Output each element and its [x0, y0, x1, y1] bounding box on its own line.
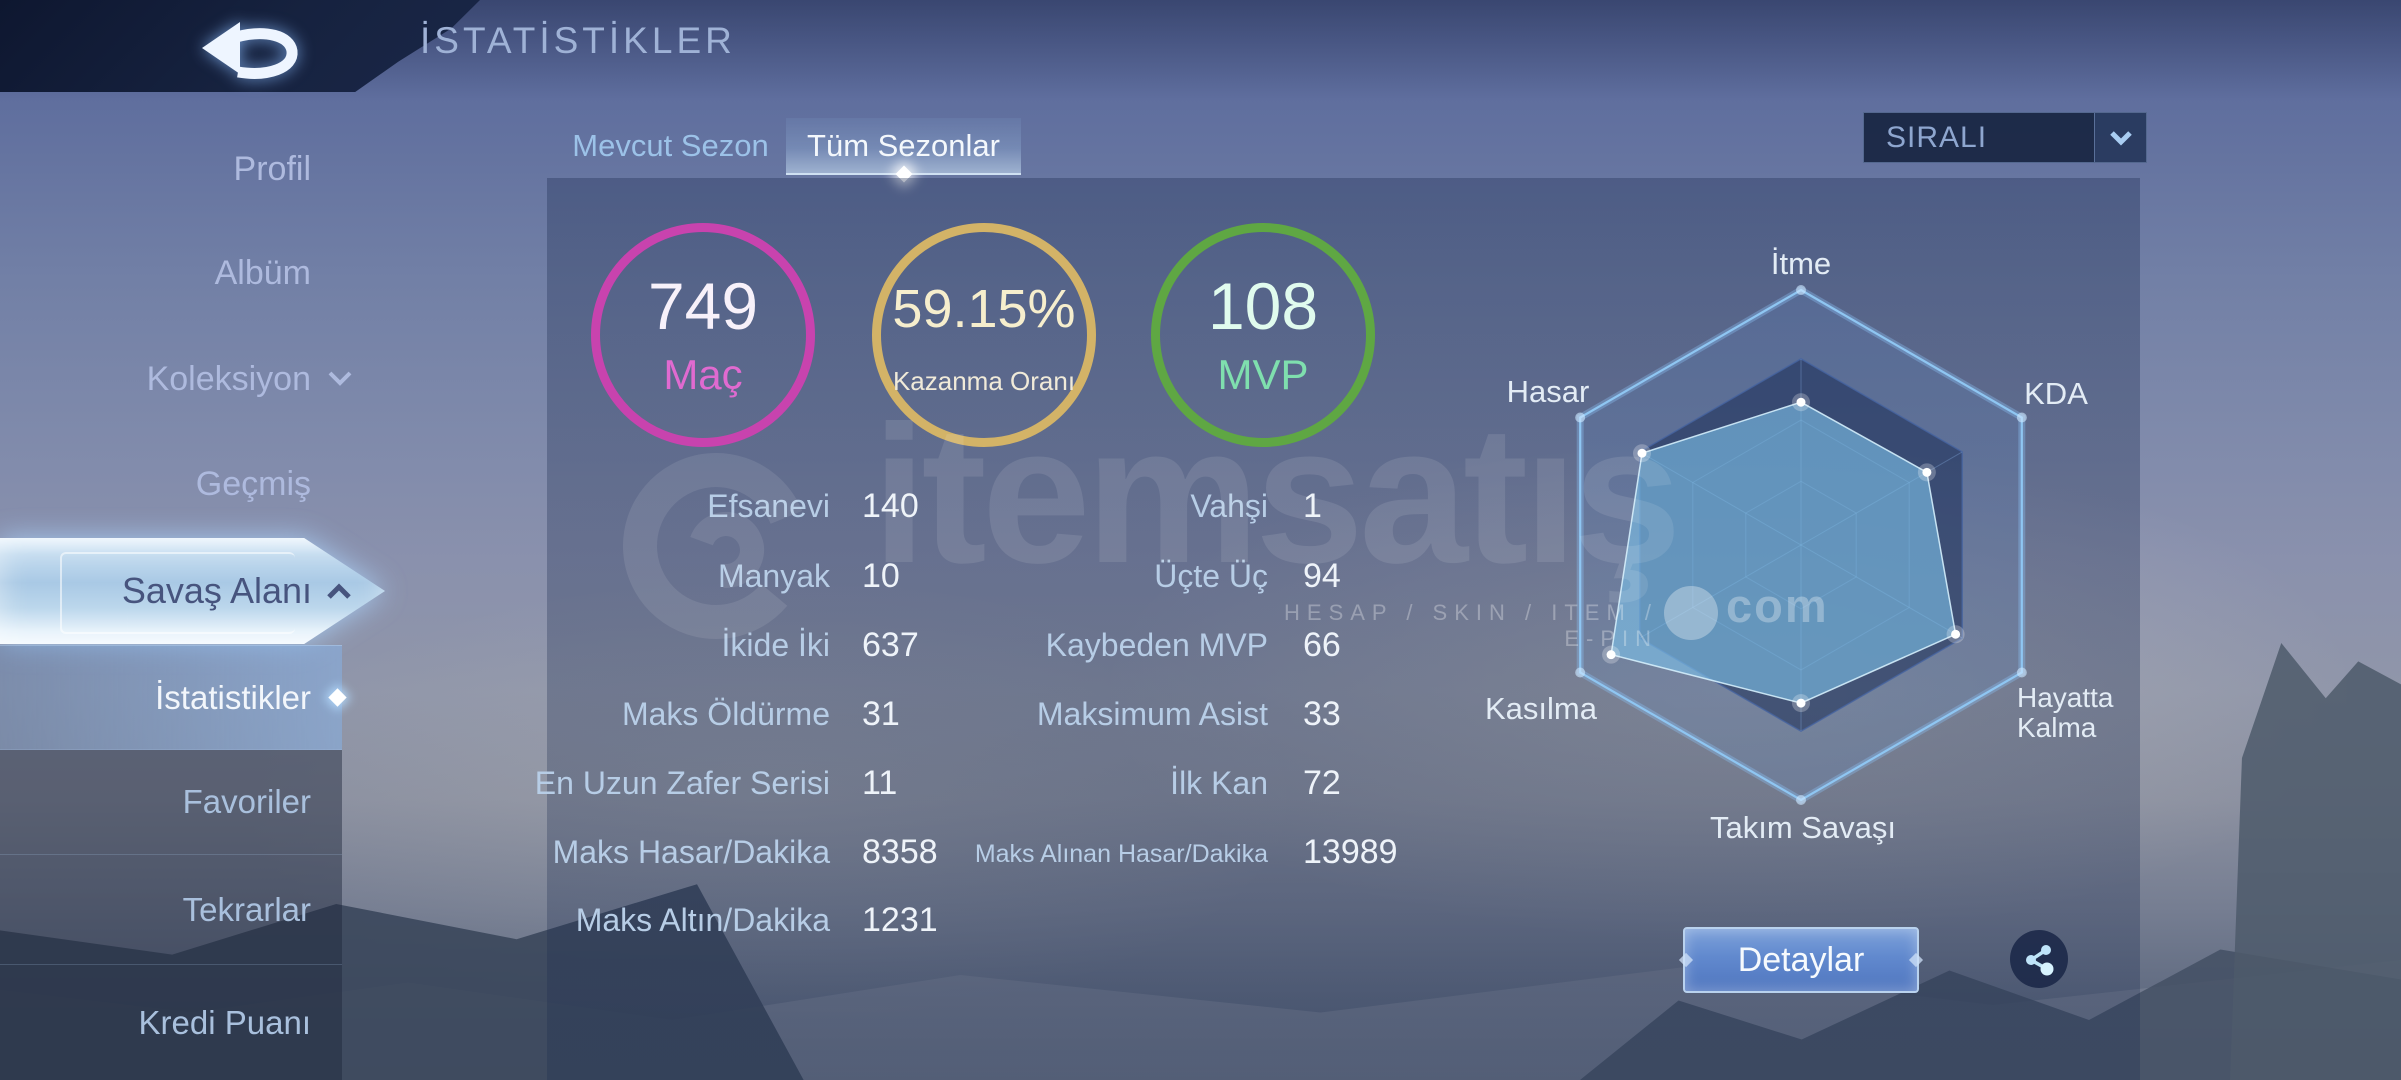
radar-label-hayatta-kalma: Hayatta Kalma [2017, 682, 2114, 743]
sort-dropdown-button[interactable] [2094, 113, 2146, 162]
mvp-circle: 108 MVP [1151, 223, 1375, 447]
banner-inner-outline [60, 552, 295, 634]
subitem-label: İstatistikler [155, 678, 311, 716]
radar-label-kasilma: Kasılma [1485, 691, 1597, 726]
stat-value: 140 [862, 487, 919, 525]
stat-value: 8358 [862, 833, 938, 871]
radar-label-itme: İtme [1770, 246, 1832, 281]
winrate-label: Kazanma Oranı [892, 365, 1076, 396]
banner-label: Savaş Alanı [121, 570, 312, 611]
sidebar-subitem-kredi-puani[interactable]: Kredi Puanı [0, 965, 342, 1080]
sidebar-item-koleksiyon[interactable]: Koleksiyon [146, 360, 311, 398]
sidebar-item-profil[interactable]: Profil [233, 150, 311, 188]
stat-label: Vahşi [1190, 488, 1268, 524]
stat-label: Maks Öldürme [621, 696, 830, 732]
sort-dropdown-value: SIRALI [1886, 120, 1988, 154]
stat-label: Maks Alınan Hasar/Dakika [974, 840, 1268, 868]
stat-label: Maksimum Asist [1036, 696, 1268, 732]
stat-value: 637 [862, 626, 919, 664]
sidebar-item-album[interactable]: Albüm [214, 254, 311, 292]
radar-label-hasar: Hasar [1506, 374, 1590, 409]
sidebar-subitem-favoriler[interactable]: Favoriler [0, 750, 342, 855]
matches-value: 749 [647, 269, 759, 343]
stat-value: 33 [1303, 695, 1341, 733]
rock-far-right [2230, 643, 2401, 1080]
share-icon [2026, 945, 2054, 976]
back-button[interactable] [196, 14, 312, 82]
tab-mevcut-sezon[interactable]: Mevcut Sezon [572, 128, 769, 163]
sidebar-subitem-tekrarlar[interactable]: Tekrarlar [0, 855, 342, 965]
stat-value: 11 [862, 764, 898, 802]
chevron-down-icon [328, 371, 352, 386]
radar-label-takim-savasi: Takım Savaşı [1709, 810, 1897, 845]
stat-value: 1231 [862, 901, 938, 939]
sort-dropdown[interactable]: SIRALI [1863, 112, 2147, 163]
chevron-down-icon [2109, 130, 2132, 146]
stat-label: Kaybeden MVP [1045, 627, 1268, 663]
stat-label: Maks Altın/Dakika [575, 902, 830, 938]
stat-value: 66 [1303, 626, 1341, 664]
stat-value: 1 [1303, 487, 1322, 525]
stat-label: Maks Hasar/Dakika [552, 834, 830, 870]
stat-value: 10 [862, 557, 900, 595]
share-button[interactable] [2010, 930, 2068, 988]
stat-label: Üçte Üç [1154, 558, 1268, 594]
winrate-value: 59.15% [892, 278, 1076, 339]
matches-label: Maç [663, 351, 743, 398]
subitem-label: Tekrarlar [182, 890, 311, 928]
sidebar-subitem-istatistikler[interactable]: İstatistikler [0, 645, 347, 750]
stat-label: Manyak [717, 558, 830, 594]
mvp-label: MVP [1217, 351, 1309, 398]
page-title: İSTATİSTİKLER [420, 20, 736, 61]
stat-label: En Uzun Zafer Serisi [534, 765, 830, 801]
radar-chart [1575, 285, 2027, 805]
stat-value: 31 [862, 695, 900, 733]
winrate-circle: 59.15% Kazanma Oranı [872, 223, 1096, 447]
radar-label-kda: KDA [2024, 376, 2088, 411]
sidebar-item-gecmis[interactable]: Geçmiş [195, 465, 311, 503]
stat-label: İlk Kan [1170, 765, 1268, 801]
sidebar-item-savas-alani[interactable]: Savaş Alanı [0, 538, 385, 644]
back-arrow-icon [202, 22, 298, 79]
mvp-value: 108 [1207, 269, 1319, 343]
subitem-label: Favoriler [182, 783, 311, 820]
chevron-up-icon [327, 583, 351, 599]
stat-label: İkide İki [721, 627, 830, 663]
details-button-label: Detaylar [1737, 940, 1865, 979]
matches-circle: 749 Maç [591, 223, 815, 447]
stat-label: Efsanevi [707, 488, 830, 524]
stat-value: 94 [1303, 557, 1341, 595]
tab-tum-sezonlar[interactable]: Tüm Sezonlar [786, 118, 1021, 183]
subitem-label: Kredi Puanı [138, 1003, 311, 1041]
details-button[interactable]: Detaylar [1678, 927, 1924, 993]
tab-label: Tüm Sezonlar [807, 127, 1000, 163]
stat-value: 13989 [1303, 833, 1398, 871]
stat-value: 72 [1303, 764, 1341, 802]
